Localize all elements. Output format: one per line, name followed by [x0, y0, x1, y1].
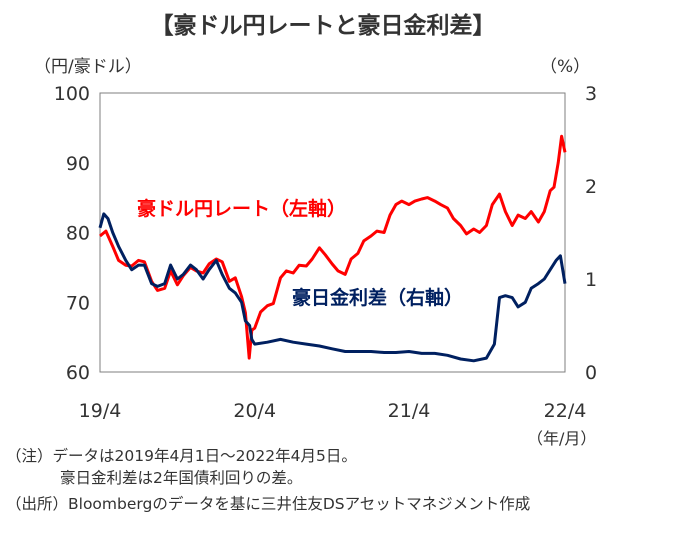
- x-tick-label: 20/4: [233, 400, 276, 422]
- series-label-rate-spread: 豪日金利差（右軸）: [292, 286, 463, 309]
- left-axis-unit: （円/豪ドル）: [34, 56, 142, 77]
- left-y-tick-label: 70: [66, 292, 90, 314]
- x-tick-label: 21/4: [388, 400, 431, 422]
- left-y-tick-label: 90: [66, 153, 90, 175]
- x-tick-label: 22/4: [544, 400, 587, 422]
- note-spread-definition: 豪日金利差は2年国債利回りの差。: [60, 469, 303, 487]
- right-y-tick-label: 0: [585, 362, 597, 384]
- note-data-period: （注）データは2019年4月1日～2022年4月5日。: [6, 447, 357, 465]
- right-axis-unit: （%）: [540, 57, 590, 77]
- right-y-tick-label: 3: [585, 83, 597, 105]
- right-y-tick-label: 2: [585, 176, 597, 198]
- note-source: （出所）Bloombergのデータを基に三井住友DSアセットマネジメント作成: [6, 495, 531, 513]
- chart-title: 【豪ドル円レートと豪日金利差】: [151, 12, 496, 39]
- x-axis-unit: （年/月）: [527, 429, 596, 448]
- series-line-rate-spread: [98, 212, 567, 363]
- left-y-tick-label: 60: [66, 362, 90, 384]
- right-y-tick-label: 1: [585, 269, 597, 291]
- left-y-tick-label: 80: [66, 223, 90, 245]
- series-line-aud-jpy: [99, 134, 567, 360]
- left-y-tick-label: 100: [54, 83, 90, 105]
- x-tick-label: 19/4: [79, 400, 122, 422]
- series-label-aud-jpy: 豪ドル円レート（左軸）: [137, 197, 346, 220]
- plot-area: [99, 92, 566, 373]
